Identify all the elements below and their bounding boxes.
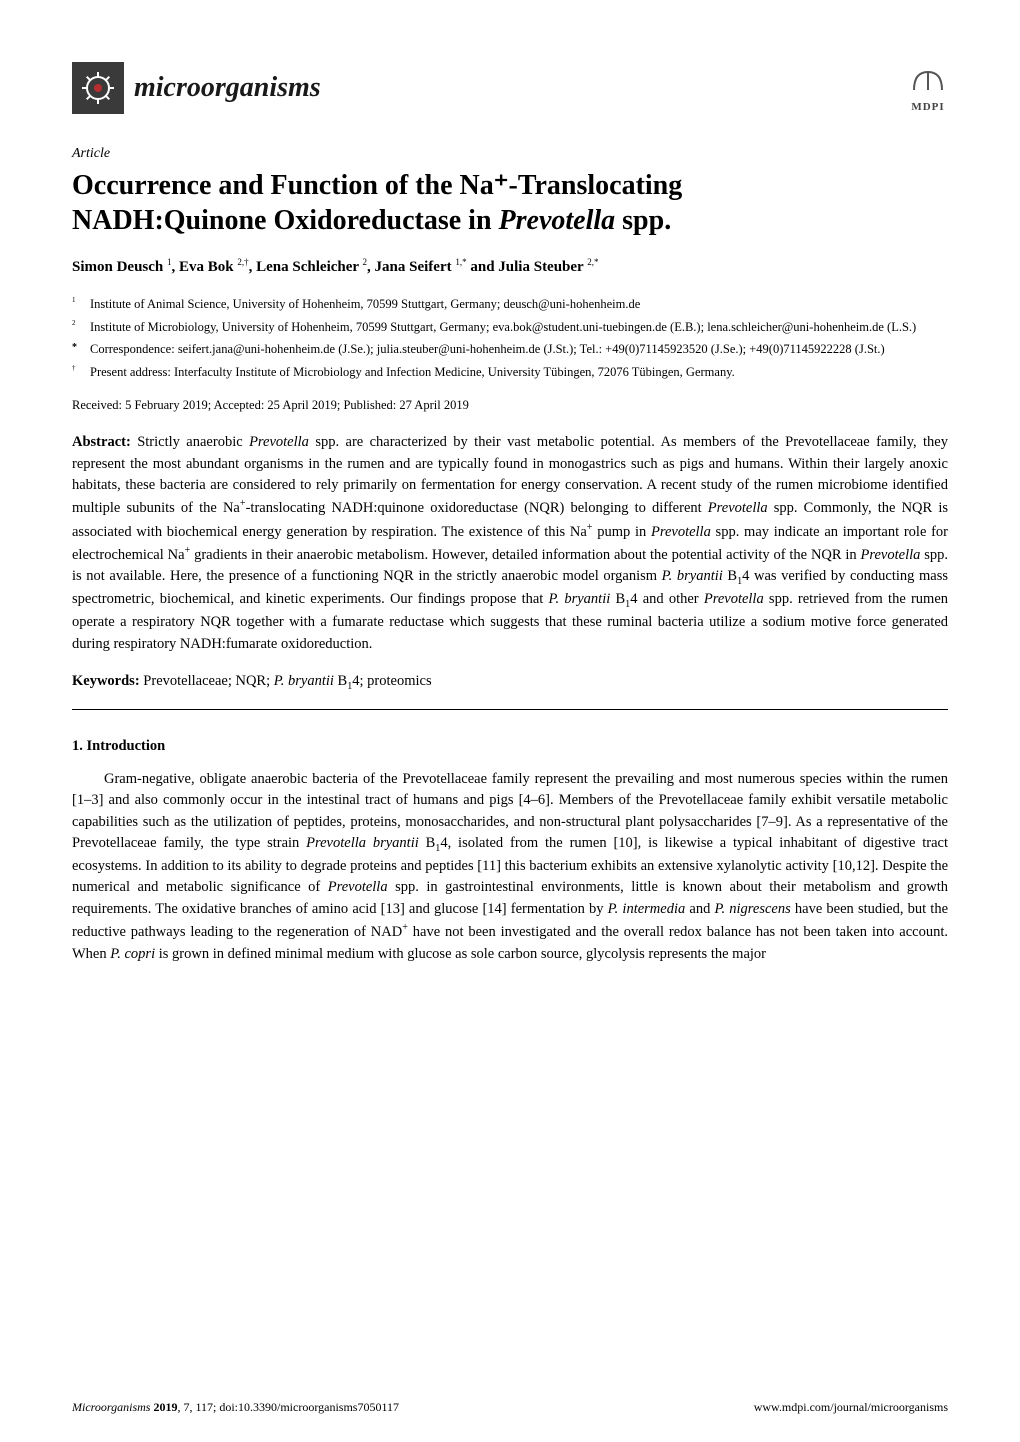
mdpi-icon <box>908 60 948 100</box>
article-title: Occurrence and Function of the Na⁺-Trans… <box>72 168 948 238</box>
abstract-paragraph: Abstract: Strictly anaerobic Prevotella … <box>72 432 948 655</box>
keywords-text: Prevotellaceae; NQR; P. bryantii B14; pr… <box>143 673 431 689</box>
title-line2-suffix: spp. <box>615 205 671 236</box>
authors-line: Simon Deusch 1, Eva Bok 2,†, Lena Schlei… <box>72 256 948 279</box>
author-2: , Eva Bok 2,† <box>172 259 249 275</box>
title-line1: Occurrence and Function of the Na⁺-Trans… <box>72 170 682 201</box>
author-1: Simon Deusch 1 <box>72 259 172 275</box>
footer-citation: , 7, 117; doi:10.3390/microorganisms7050… <box>177 1400 399 1414</box>
abstract-text: Strictly anaerobic Prevotella spp. are c… <box>72 434 948 652</box>
affiliation-item: 1 Institute of Animal Science, Universit… <box>72 295 948 314</box>
keywords-label: Keywords: <box>72 673 143 689</box>
author-4: , Jana Seifert 1,* <box>367 259 467 275</box>
mdpi-logo: MDPI <box>908 60 948 116</box>
footer-right: www.mdpi.com/journal/microorganisms <box>754 1399 948 1416</box>
title-italic: Prevotella <box>499 205 616 236</box>
dates-line: Received: 5 February 2019; Accepted: 25 … <box>72 396 948 414</box>
abstract-label: Abstract: <box>72 434 137 450</box>
footer-left: Microorganisms 2019, 7, 117; doi:10.3390… <box>72 1399 399 1416</box>
journal-name: microorganisms <box>134 68 321 109</box>
page-header: microorganisms MDPI <box>72 60 948 116</box>
intro-paragraph: Gram-negative, obligate anaerobic bacter… <box>72 769 948 965</box>
article-type-label: Article <box>72 144 948 164</box>
title-line2: NADH:Quinone Oxidoreductase in <box>72 205 499 236</box>
affiliations-block: 1 Institute of Animal Science, Universit… <box>72 295 948 382</box>
author-5: and Julia Steuber 2,* <box>467 259 599 275</box>
author-3: , Lena Schleicher 2 <box>249 259 367 275</box>
section-heading-intro: 1. Introduction <box>72 736 948 757</box>
correspondence-item: * Correspondence: seifert.jana@uni-hohen… <box>72 340 948 359</box>
footer-year: 2019 <box>153 1400 177 1414</box>
journal-logo-icon <box>72 62 124 114</box>
keywords-line: Keywords: Prevotellaceae; NQR; P. bryant… <box>72 671 948 695</box>
mdpi-text: MDPI <box>911 100 944 116</box>
divider-line <box>72 709 948 710</box>
footer-journal: Microorganisms <box>72 1400 153 1414</box>
journal-logo-block: microorganisms <box>72 62 321 114</box>
affiliation-item: 2 Institute of Microbiology, University … <box>72 318 948 337</box>
present-address-item: † Present address: Interfaculty Institut… <box>72 363 948 382</box>
gear-icon <box>80 70 116 106</box>
page-footer: Microorganisms 2019, 7, 117; doi:10.3390… <box>72 1399 948 1416</box>
